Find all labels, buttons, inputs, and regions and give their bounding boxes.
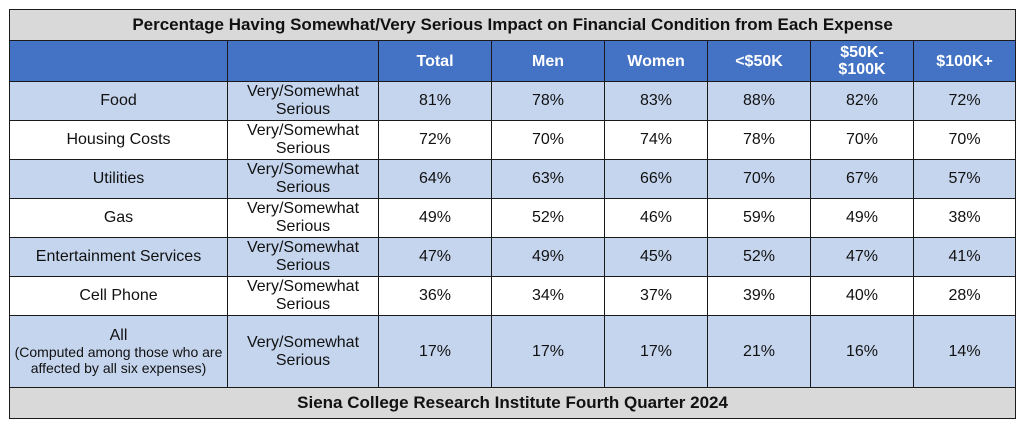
table-row: Food Very/Somewhat Serious 81% 78% 83% 88% 82%… [9, 81, 1017, 121]
value-cell: 38% [912, 198, 1017, 238]
row-label: All (Computed among those who are affecte… [9, 315, 228, 388]
header-row: Total Men Women <$50K $50K- $100K $100K+ [9, 40, 1017, 82]
value-cell: 28% [912, 276, 1017, 316]
column-header: Total [378, 40, 492, 82]
value-cell: 45% [604, 237, 708, 277]
value-cell: 17% [604, 315, 708, 388]
table-row: Entertainment Services Very/Somewhat Seri… [9, 237, 1017, 277]
response-label: Very/Somewhat Serious [227, 120, 379, 160]
value-cell: 78% [707, 120, 811, 160]
value-cell: 57% [912, 159, 1017, 199]
row-label: Entertainment Services [9, 237, 228, 277]
value-cell: 88% [707, 81, 811, 121]
header-blank-label [9, 40, 228, 82]
value-cell: 67% [810, 159, 914, 199]
column-header: $50K- $100K [810, 40, 914, 82]
row-label: Cell Phone [9, 276, 228, 316]
value-cell: 66% [604, 159, 708, 199]
table-row: Housing Costs Very/Somewhat Serious 72% 70%… [9, 120, 1017, 160]
response-label: Very/Somewhat Serious [227, 315, 379, 388]
value-cell: 49% [491, 237, 605, 277]
header-blank-response [227, 40, 379, 82]
value-cell: 72% [378, 120, 492, 160]
table-row: All (Computed among those who are affecte… [9, 315, 1017, 388]
value-cell: 17% [378, 315, 492, 388]
column-header: Men [491, 40, 605, 82]
value-cell: 81% [378, 81, 492, 121]
response-label: Very/Somewhat Serious [227, 198, 379, 238]
value-cell: 49% [378, 198, 492, 238]
value-cell: 74% [604, 120, 708, 160]
value-cell: 14% [912, 315, 1017, 388]
row-label-note: (Computed among those who are affected b… [14, 344, 223, 376]
value-cell: 16% [810, 315, 914, 388]
column-header: $100K+ [912, 40, 1017, 82]
row-label: Food [9, 81, 228, 121]
column-header: Women [604, 40, 708, 82]
value-cell: 64% [378, 159, 492, 199]
response-label: Very/Somewhat Serious [227, 237, 379, 277]
row-label: Utilities [9, 159, 228, 199]
column-header: <$50K [707, 40, 811, 82]
value-cell: 17% [491, 315, 605, 388]
value-cell: 49% [810, 198, 914, 238]
value-cell: 70% [810, 120, 914, 160]
value-cell: 37% [604, 276, 708, 316]
row-label: Housing Costs [9, 120, 228, 160]
value-cell: 59% [707, 198, 811, 238]
value-cell: 78% [491, 81, 605, 121]
table-frame: Percentage Having Somewhat/Very Serious … [8, 9, 1017, 426]
table-row: Utilities Very/Somewhat Serious 64% 63% 66% 7… [9, 159, 1017, 199]
table-row: Cell Phone Very/Somewhat Serious 36% 34% 37%… [9, 276, 1017, 316]
table-row: Gas Very/Somewhat Serious 49% 52% 46% 59% 49% 3… [9, 198, 1017, 238]
row-label: Gas [9, 198, 228, 238]
row-label-main: All [109, 327, 128, 344]
value-cell: 83% [604, 81, 708, 121]
table-footer: Siena College Research Institute Fourth … [8, 387, 1017, 419]
value-cell: 70% [491, 120, 605, 160]
value-cell: 41% [912, 237, 1017, 277]
response-label: Very/Somewhat Serious [227, 159, 379, 199]
value-cell: 47% [378, 237, 492, 277]
value-cell: 21% [707, 315, 811, 388]
response-label: Very/Somewhat Serious [227, 276, 379, 316]
results-table: Percentage Having Somewhat/Very Serious … [8, 9, 1017, 419]
value-cell: 47% [810, 237, 914, 277]
value-cell: 36% [378, 276, 492, 316]
value-cell: 40% [810, 276, 914, 316]
value-cell: 39% [707, 276, 811, 316]
value-cell: 52% [491, 198, 605, 238]
value-cell: 72% [912, 81, 1017, 121]
value-cell: 34% [491, 276, 605, 316]
value-cell: 63% [491, 159, 605, 199]
table-title: Percentage Having Somewhat/Very Serious … [8, 9, 1017, 41]
value-cell: 70% [707, 159, 811, 199]
value-cell: 70% [912, 120, 1017, 160]
value-cell: 82% [810, 81, 914, 121]
value-cell: 46% [604, 198, 708, 238]
value-cell: 52% [707, 237, 811, 277]
response-label: Very/Somewhat Serious [227, 81, 379, 121]
